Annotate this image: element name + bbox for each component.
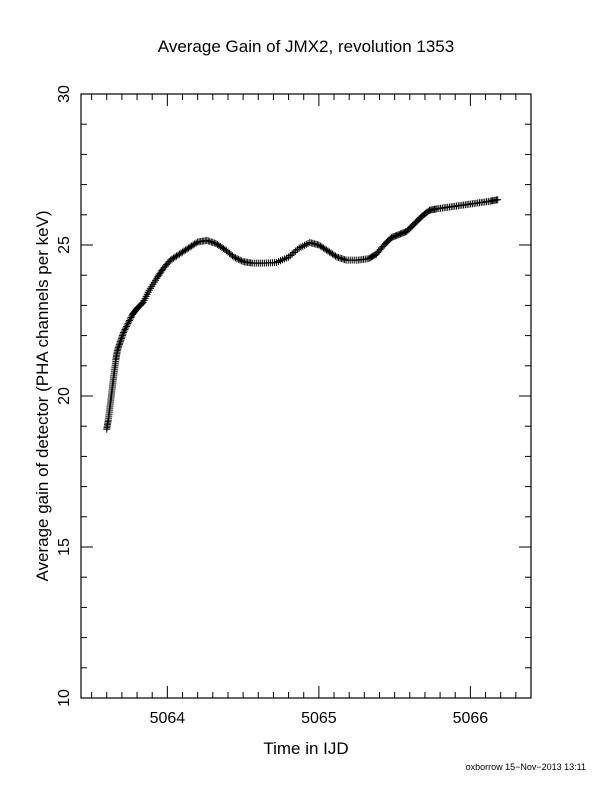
data-point <box>338 255 346 263</box>
data-point <box>203 236 211 244</box>
data-point <box>120 327 128 335</box>
y-tick-label: 30 <box>56 85 73 103</box>
data-point <box>124 320 132 328</box>
data-point <box>126 315 134 323</box>
data-point <box>125 318 133 326</box>
data-point <box>285 253 293 261</box>
y-tick-label: 10 <box>56 689 73 707</box>
data-point <box>293 246 301 254</box>
data-point <box>295 244 303 252</box>
y-tick-label: 20 <box>56 387 73 405</box>
data-point <box>207 238 215 246</box>
data-point <box>236 256 244 264</box>
data-point <box>123 321 131 329</box>
data-point <box>117 336 125 344</box>
data-point <box>494 196 502 204</box>
data-point <box>230 253 238 261</box>
data-point <box>290 249 298 257</box>
data-point <box>232 254 240 262</box>
data-point <box>122 323 130 331</box>
data-point <box>302 240 310 248</box>
data-point <box>204 237 212 245</box>
data-point <box>288 250 296 258</box>
data-point <box>113 347 121 355</box>
data-point <box>121 326 129 334</box>
y-tick-label: 15 <box>56 538 73 556</box>
data-point <box>300 241 308 249</box>
data-point <box>299 242 307 250</box>
data-point <box>118 332 126 340</box>
data-point <box>336 254 344 262</box>
data-point <box>238 257 246 265</box>
data-point <box>122 324 130 332</box>
x-tick-label: 5064 <box>150 710 186 727</box>
data-point <box>332 252 340 260</box>
x-tick-label: 5066 <box>453 710 489 727</box>
data-point <box>341 256 349 264</box>
data-point <box>116 339 124 347</box>
data-point <box>127 313 135 321</box>
data-points <box>103 196 502 433</box>
data-point <box>119 329 127 337</box>
data-point <box>286 252 294 260</box>
data-point <box>117 335 125 343</box>
data-point <box>114 345 122 353</box>
y-tick-label: 25 <box>56 236 73 254</box>
data-point <box>233 255 241 263</box>
data-point <box>235 255 243 263</box>
x-axis-label: Time in IJD <box>263 739 348 758</box>
data-point <box>335 254 343 262</box>
data-point <box>209 238 217 246</box>
data-point <box>115 342 123 350</box>
x-tick-label: 5065 <box>301 710 337 727</box>
data-point <box>333 253 341 261</box>
data-point <box>116 338 124 346</box>
data-point <box>115 341 123 349</box>
chart-title: Average Gain of JMX2, revolution 1353 <box>158 37 454 56</box>
data-point <box>192 239 200 247</box>
data-point <box>297 243 305 251</box>
footer-stamp: oxborrow 15−Nov−2013 13:11 <box>466 762 586 772</box>
data-point <box>114 344 122 352</box>
data-point <box>339 255 347 263</box>
data-point <box>210 239 218 247</box>
data-point <box>292 247 300 255</box>
data-point <box>118 333 126 341</box>
data-point <box>206 237 214 245</box>
y-axis-label: Average gain of detector (PHA channels p… <box>33 210 52 581</box>
data-point <box>125 317 133 324</box>
plot-frame <box>80 93 532 699</box>
data-point <box>119 330 127 338</box>
ticks-layer: 10 15 20 25 30 5064 5065 5066 <box>56 85 532 727</box>
